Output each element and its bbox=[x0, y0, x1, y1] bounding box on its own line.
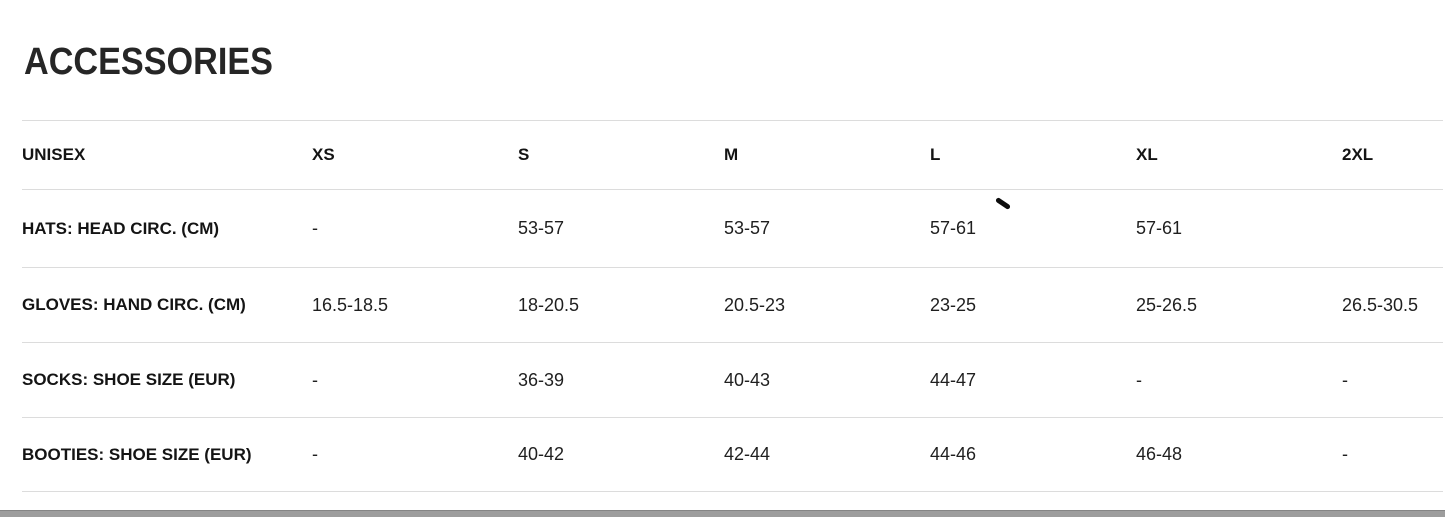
table-row-socks: SOCKS: SHOE SIZE (EUR) - 36-39 40-43 44-… bbox=[22, 343, 1443, 418]
size-cell: 57-61 bbox=[930, 218, 977, 238]
accessories-size-table: UNISEX XS S M L XL 2XL HATS: HEAD CIRC. … bbox=[22, 120, 1443, 492]
size-cell: - bbox=[312, 369, 318, 390]
size-cell: 44-47 bbox=[930, 369, 977, 390]
table-row-booties: BOOTIES: SHOE SIZE (EUR) - 40-42 42-44 4… bbox=[22, 418, 1443, 492]
size-cell: - bbox=[1342, 369, 1348, 390]
column-header-xl: XL bbox=[1136, 145, 1158, 164]
column-header-unisex: UNISEX bbox=[22, 145, 86, 164]
header-row: UNISEX XS S M L XL 2XL bbox=[22, 121, 1443, 190]
column-header-2xl: 2XL bbox=[1342, 145, 1374, 164]
row-label: SOCKS: SHOE SIZE (EUR) bbox=[22, 370, 236, 389]
size-cell: - bbox=[312, 444, 318, 464]
size-cell: 40-42 bbox=[518, 444, 565, 464]
column-header-s: S bbox=[518, 145, 530, 164]
size-cell: - bbox=[312, 218, 318, 238]
size-cell: 53-57 bbox=[518, 218, 565, 238]
column-header-m: M bbox=[724, 145, 739, 164]
size-cell: 53-57 bbox=[724, 218, 771, 238]
row-label: HATS: HEAD CIRC. (CM) bbox=[22, 218, 220, 238]
size-cell: - bbox=[1136, 369, 1142, 390]
column-header-l: L bbox=[930, 145, 941, 164]
size-cell: 20.5-23 bbox=[724, 294, 786, 315]
size-cell: 36-39 bbox=[518, 369, 565, 390]
size-cell: 18-20.5 bbox=[518, 294, 580, 315]
size-cell: 42-44 bbox=[724, 444, 771, 464]
size-cell: 46-48 bbox=[1136, 444, 1183, 464]
size-cell: 25-26.5 bbox=[1136, 294, 1198, 315]
size-cell: 44-46 bbox=[930, 444, 977, 464]
column-header-xs: XS bbox=[312, 145, 335, 164]
row-label: BOOTIES: SHOE SIZE (EUR) bbox=[22, 444, 252, 464]
page-title: ACCESSORIES bbox=[24, 41, 273, 84]
table-row-gloves: GLOVES: HAND CIRC. (CM) 16.5-18.5 18-20.… bbox=[22, 268, 1443, 343]
size-cell: 23-25 bbox=[930, 294, 977, 315]
size-cell: 57-61 bbox=[1136, 218, 1183, 238]
size-cell: 40-43 bbox=[724, 369, 771, 390]
size-cell: 16.5-18.5 bbox=[312, 294, 389, 315]
size-cell bbox=[1342, 190, 1443, 268]
table-row-hats: HATS: HEAD CIRC. (CM) - 53-57 53-57 57-6… bbox=[22, 190, 1443, 268]
bottom-edge-bar bbox=[0, 510, 1445, 517]
size-cell: 26.5-30.5 bbox=[1342, 294, 1419, 315]
size-cell: - bbox=[1342, 444, 1348, 464]
row-label: GLOVES: HAND CIRC. (CM) bbox=[22, 295, 246, 314]
